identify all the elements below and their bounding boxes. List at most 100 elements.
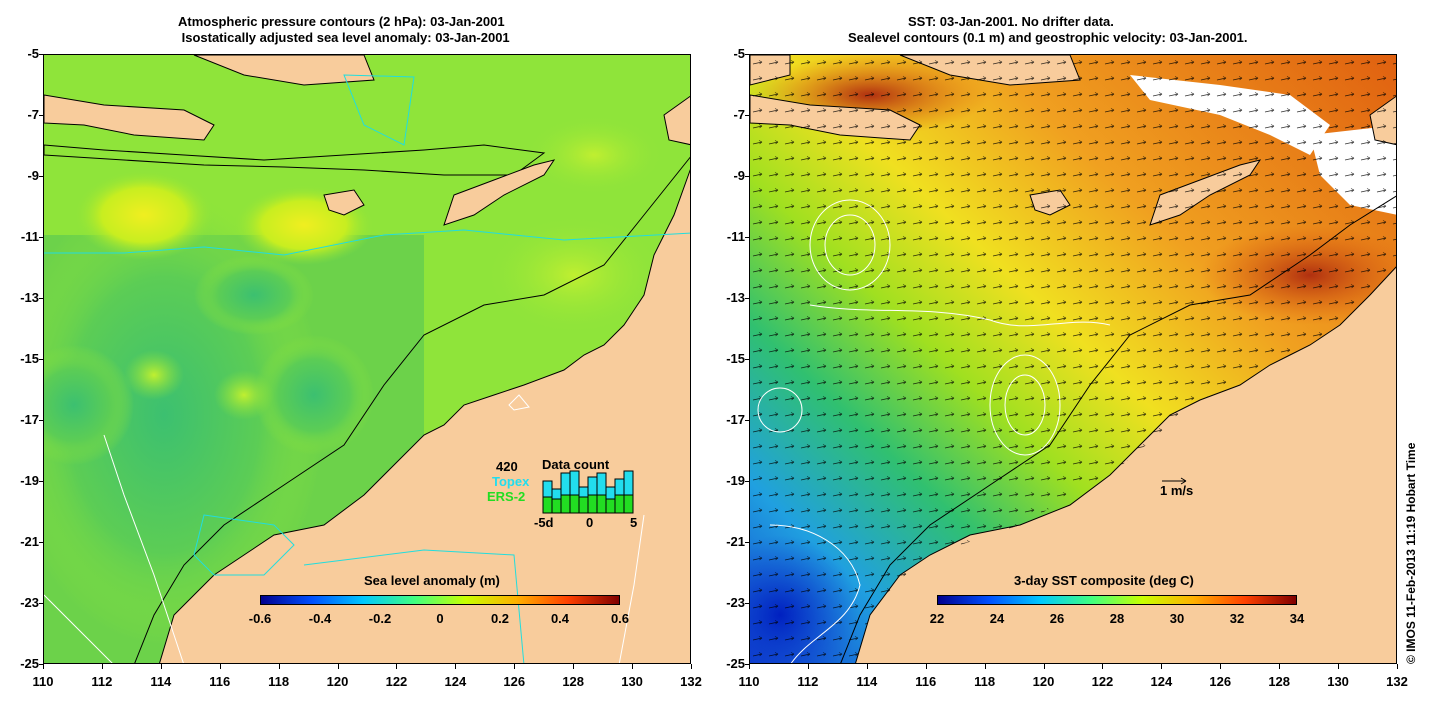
left-lon-tick-mark (396, 664, 398, 669)
left-title-line2: Isostatically adjusted sea level anomaly… (178, 30, 510, 45)
left-lon-tick-label: 124 (444, 674, 467, 689)
right-lon-tick-mark (1338, 664, 1340, 669)
right-lat-tick-label: -9 (733, 168, 745, 183)
left-lat-tick-label: -19 (20, 473, 39, 488)
sla-cbar-tick: -0.4 (308, 611, 332, 626)
left-lon-tick-label: 114 (150, 674, 172, 689)
left-lon-tick-label: 120 (326, 674, 349, 689)
inset-ers-label: ERS-2 (487, 489, 526, 504)
right-lat-tick-mark (745, 603, 749, 604)
left-lat-tick-label: -21 (20, 534, 39, 549)
copyright-note: © IMOS 11-Feb-2013 11:19 Hobart Time (1404, 442, 1418, 664)
left-lon-tick-label: 116 (209, 674, 231, 689)
left-lat-tick-mark (39, 664, 43, 665)
right-lon-tick-mark (807, 664, 809, 669)
inset-title: Data count (542, 457, 610, 472)
right-lon-tick-label: 124 (1150, 674, 1173, 689)
left-lon-tick-label: 132 (680, 674, 702, 689)
inset-topex-label: Topex (492, 474, 530, 489)
left-lon-tick-label: 112 (91, 674, 113, 689)
sla-cbar-tick: 0.4 (550, 611, 570, 626)
sst-map-graphic (750, 55, 1396, 663)
left-lon-tick-mark (43, 664, 44, 669)
sst-cbar-tick: 30 (1169, 611, 1185, 626)
sst-cbar-tick: 34 (1289, 611, 1305, 626)
left-lon-tick-mark (337, 664, 339, 669)
right-lat-tick-mark (745, 359, 749, 360)
sla-cbar-tick: 0 (436, 611, 444, 626)
left-lat-tick-mark (39, 54, 43, 55)
right-lon-tick-label: 128 (1268, 674, 1291, 689)
right-lat-tick-label: -7 (733, 107, 745, 122)
right-lat-tick-mark (745, 481, 749, 482)
left-lat-tick-mark (39, 237, 43, 238)
right-lon-tick-label: 114 (856, 674, 878, 689)
right-lat-tick-mark (745, 237, 749, 238)
left-lon-tick-label: 122 (385, 674, 408, 689)
sst-cbar-tick: 28 (1109, 611, 1125, 626)
right-lat-tick-label: -17 (726, 412, 745, 427)
left-lon-tick-label: 128 (562, 674, 585, 689)
left-lat-tick-label: -7 (27, 107, 39, 122)
left-lat-tick-mark (39, 420, 43, 421)
left-lat-tick-mark (39, 176, 43, 177)
right-lat-tick-mark (745, 420, 749, 421)
right-lon-tick-label: 132 (1386, 674, 1408, 689)
right-lat-tick-mark (745, 115, 749, 116)
sla-cbar-tick: 0.6 (610, 611, 630, 626)
right-lon-tick-label: 116 (915, 674, 937, 689)
inset-xtick-neg5: -5d (534, 515, 554, 530)
left-lat-tick-label: -5 (27, 46, 39, 61)
left-lon-tick-label: 118 (268, 674, 290, 689)
sst-cbar-tick: 32 (1229, 611, 1245, 626)
left-lon-tick-mark (219, 664, 221, 669)
right-lon-tick-label: 118 (974, 674, 996, 689)
sst-colorbar-title: 3-day SST composite (deg C) (1014, 573, 1194, 588)
velocity-scale-label: 1 m/s (1160, 483, 1194, 498)
left-lon-tick-mark (573, 664, 575, 669)
left-lon-tick-label: 130 (621, 674, 643, 689)
right-lat-tick-label: -5 (733, 46, 745, 61)
right-lon-tick-label: 130 (1327, 674, 1349, 689)
sea-level-anomaly-map: 420 Data count Topex ERS-2 -5d 0 5 Sea l… (43, 54, 691, 664)
right-lon-tick-mark (749, 664, 750, 669)
inset-xtick-0: 0 (586, 515, 594, 530)
right-lon-tick-label: 126 (1209, 674, 1232, 689)
right-lat-tick-label: -23 (726, 595, 745, 610)
right-lon-tick-label: 110 (738, 674, 760, 689)
sla-colorbar-title: Sea level anomaly (m) (364, 573, 500, 588)
left-lat-tick-mark (39, 481, 43, 482)
right-lon-tick-mark (1043, 664, 1045, 669)
right-lat-tick-mark (745, 298, 749, 299)
right-lat-tick-label: -13 (726, 290, 745, 305)
right-lon-tick-label: 122 (1091, 674, 1114, 689)
right-lon-tick-mark (866, 664, 868, 669)
left-lon-tick-mark (691, 664, 692, 669)
right-lat-tick-mark (745, 664, 749, 665)
left-lon-tick-mark (101, 664, 103, 669)
right-lat-tick-label: -15 (726, 351, 745, 366)
right-lon-tick-label: 112 (797, 674, 819, 689)
inset-bar-chart (542, 470, 634, 514)
sst-colorbar (937, 595, 1297, 605)
right-lon-tick-mark (984, 664, 986, 669)
sla-cbar-tick: 0.2 (490, 611, 510, 626)
right-lon-tick-mark (1161, 664, 1163, 669)
left-lat-tick-mark (39, 359, 43, 360)
right-lon-tick-mark (925, 664, 927, 669)
right-lat-tick-label: -19 (726, 473, 745, 488)
left-lon-tick-mark (632, 664, 634, 669)
right-lon-tick-label: 120 (1032, 674, 1055, 689)
sla-cbar-tick: -0.2 (368, 611, 392, 626)
sla-map-graphic (44, 55, 690, 663)
left-lon-tick-mark (455, 664, 457, 669)
inset-xtick-5: 5 (630, 515, 638, 530)
sst-cbar-tick: 26 (1049, 611, 1065, 626)
left-lat-tick-mark (39, 115, 43, 116)
sst-cbar-tick: 24 (989, 611, 1005, 626)
left-lat-tick-label: -23 (20, 595, 39, 610)
left-lat-tick-mark (39, 542, 43, 543)
inset-count: 420 (496, 459, 518, 474)
right-title-line1: SST: 03-Jan-2001. No drifter data. (908, 14, 1114, 29)
left-lat-tick-mark (39, 603, 43, 604)
